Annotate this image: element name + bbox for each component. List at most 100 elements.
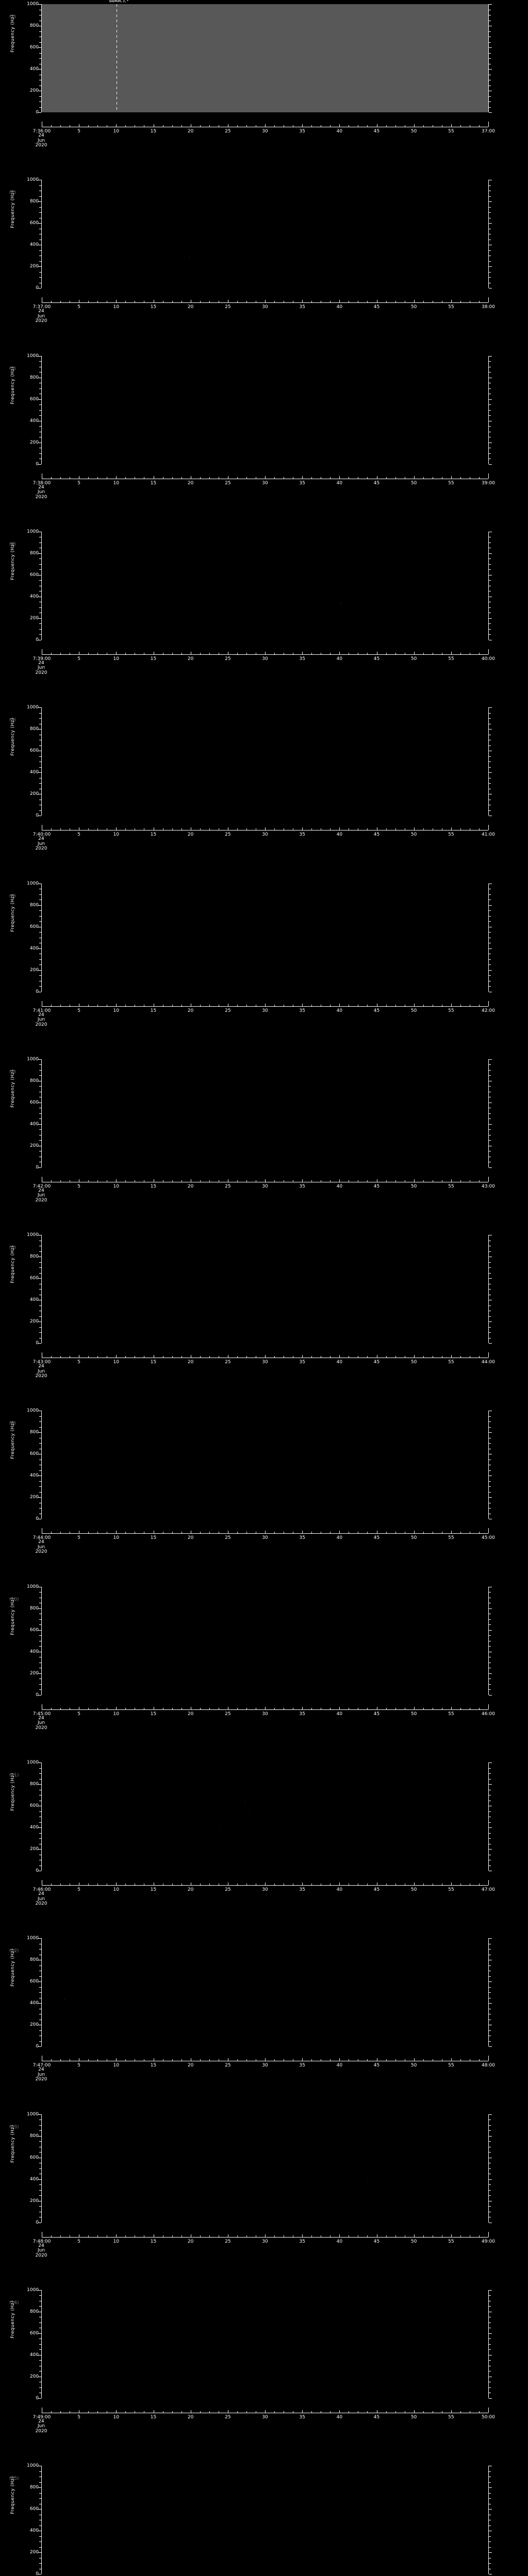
y-tick-label: 1000: [27, 705, 39, 710]
x-tick-minor: [237, 828, 238, 831]
y-tick-label: 800: [29, 1957, 39, 1963]
y-tick-minor-right: [489, 1316, 491, 1317]
y-tick-major: [38, 2290, 41, 2291]
x-tick-minor: [200, 1707, 201, 1709]
y-tick-minor: [39, 1684, 41, 1685]
x-tick-minor: [97, 828, 98, 831]
y-tick-label: 1000: [27, 1408, 39, 1414]
y-tick-minor: [39, 932, 41, 933]
panel-index-label: (3): [9, 366, 16, 371]
y-tick-major: [38, 1497, 41, 1498]
y-tick-major: [38, 355, 41, 357]
y-tick-minor: [39, 810, 41, 811]
x-tick-major: [302, 1355, 303, 1358]
x-tick-minor: [395, 125, 396, 127]
x-axis-date-line: 24: [38, 836, 44, 842]
y-tick-label: 1000: [27, 1760, 39, 1765]
x-tick-label: 30: [262, 1183, 268, 1189]
x-axis-date-line: 2020: [35, 1901, 47, 1906]
x-tick-label: 47:00: [482, 1887, 495, 1892]
y-tick-minor-right: [489, 2547, 491, 2548]
x-axis-date-line: Jun: [37, 1017, 45, 1022]
y-tick-label: 800: [29, 23, 39, 28]
y-tick-minor: [39, 361, 41, 362]
x-tick-label: 45: [373, 1008, 380, 1013]
x-tick-minor: [478, 1532, 480, 1534]
y-tick-major-right: [489, 1762, 492, 1763]
y-tick-minor: [39, 1635, 41, 1636]
x-axis-date-label: 24 Jun 2020: [24, 1188, 58, 1204]
y-tick-minor-right: [489, 910, 491, 911]
y-tick-minor-right: [489, 2141, 491, 2142]
y-tick-minor: [39, 2168, 41, 2169]
y-tick-minor-right: [489, 921, 491, 922]
y-tick-major-right: [489, 1167, 492, 1168]
y-tick-minor: [39, 1689, 41, 1690]
y-axis-right: [488, 1059, 489, 1167]
x-tick-minor: [386, 1532, 387, 1534]
y-tick-minor: [39, 910, 41, 911]
y-tick-major-right: [489, 1981, 492, 1982]
x-tick-label: 25: [225, 480, 231, 486]
y-tick-minor-right: [489, 1833, 491, 1834]
x-tick-label: 45:00: [482, 1535, 495, 1541]
y-tick-minor-right: [489, 1492, 491, 1493]
x-tick-minor: [367, 2235, 368, 2237]
y-tick-minor: [39, 1427, 41, 1428]
x-tick-minor: [460, 1707, 461, 1709]
y-tick-minor-right: [489, 745, 491, 746]
x-tick-label: 15: [150, 832, 157, 838]
y-tick-minor-right: [489, 569, 491, 570]
y-tick-label: 200: [29, 967, 39, 973]
y-axis-title: Frequency (Hz): [10, 366, 15, 404]
y-tick-major: [38, 729, 41, 730]
y-tick-minor: [39, 2536, 41, 2537]
y-tick-minor: [39, 1267, 41, 1268]
x-tick-minor: [60, 2411, 61, 2413]
spectrogram-panel: 1000 800 600 400 200 0 Frequency (Hz) (4) 7:39:0…: [0, 528, 528, 703]
x-tick-label: 15: [150, 1711, 157, 1717]
y-tick-minor-right: [489, 629, 491, 630]
x-tick-minor: [200, 1004, 201, 1006]
y-tick-label: 200: [29, 88, 39, 93]
x-tick-label: 25: [225, 1711, 231, 1717]
x-tick-minor: [330, 477, 331, 479]
x-tick-label: 10: [113, 656, 120, 662]
x-tick-minor: [246, 1004, 247, 1006]
y-tick-minor: [39, 1416, 41, 1417]
x-tick-minor: [125, 828, 126, 831]
x-tick-label: 45: [373, 1711, 380, 1717]
y-tick-minor-right: [489, 415, 491, 416]
y-tick-major-right: [489, 2509, 492, 2510]
x-tick-major: [488, 1352, 489, 1358]
x-tick-minor: [423, 1180, 424, 1182]
x-tick-label: 40: [336, 1183, 343, 1189]
x-tick-minor: [386, 1356, 387, 1358]
x-tick-label: 15: [150, 2239, 157, 2244]
x-tick-major: [302, 2234, 303, 2237]
x-tick-major: [302, 1883, 303, 1885]
x-tick-minor: [97, 477, 98, 479]
y-axis-title: Frequency (Hz): [10, 1597, 15, 1635]
y-tick-minor-right: [489, 634, 491, 635]
y-tick-minor-right: [489, 1327, 491, 1328]
x-tick-minor: [478, 2411, 480, 2413]
y-tick-minor-right: [489, 1332, 491, 1333]
x-tick-minor: [237, 2059, 238, 2061]
x-tick-label: 20: [187, 2239, 194, 2244]
y-tick-label: 0: [36, 2044, 39, 2049]
x-tick-label: 55: [448, 1360, 454, 1365]
y-tick-major: [38, 1981, 41, 1982]
y-axis-title: Frequency (Hz): [10, 2300, 15, 2338]
x-tick-label: 5: [77, 1183, 81, 1189]
x-tick-minor: [386, 2059, 387, 2061]
x-axis-date-label: 24 Jun 2020: [24, 660, 58, 676]
x-tick-minor: [88, 1356, 89, 1358]
x-tick-label: 35: [299, 480, 305, 486]
x-tick-label: 55: [448, 2414, 454, 2420]
y-tick-minor: [39, 1773, 41, 1774]
y-tick-minor-right: [489, 713, 491, 714]
x-tick-minor: [172, 1884, 173, 1885]
x-tick-major: [116, 827, 117, 831]
y-tick-minor: [39, 2493, 41, 2494]
